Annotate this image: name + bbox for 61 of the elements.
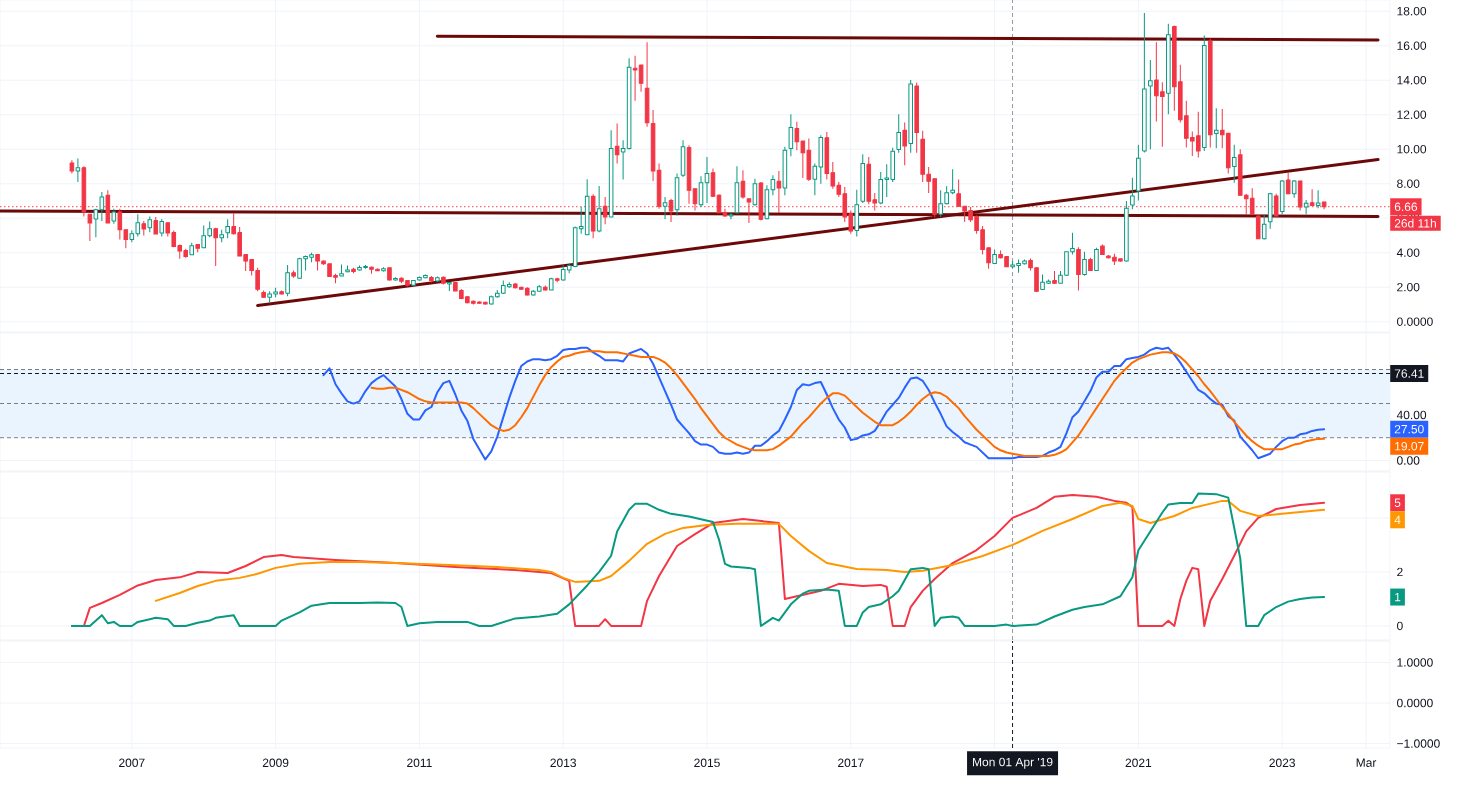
x-tick-label: 2015 bbox=[694, 758, 720, 768]
text: 4 bbox=[1394, 515, 1401, 524]
text: 26d 11h bbox=[1394, 218, 1436, 228]
candlestick bbox=[902, 121, 907, 166]
y-tick-label: 0.0000 bbox=[1397, 317, 1433, 326]
text: 27.50 bbox=[1394, 424, 1424, 434]
y-tick-label: 4.00 bbox=[1396, 248, 1420, 257]
text: 1 bbox=[1395, 592, 1401, 602]
x-tick-label: 2021 bbox=[1125, 758, 1152, 768]
candlestick bbox=[1213, 107, 1219, 149]
x-tick-label: 2023 bbox=[1269, 758, 1295, 768]
candlestick bbox=[213, 227, 218, 267]
candlestick bbox=[1034, 266, 1039, 293]
candlestick bbox=[117, 208, 123, 240]
candlestick bbox=[728, 211, 734, 220]
ref-line-label: 76.41 bbox=[1394, 369, 1424, 378]
candlestick bbox=[1315, 189, 1321, 209]
x-tick-label: 2007 bbox=[119, 758, 145, 768]
candlestick bbox=[1130, 177, 1135, 210]
y-tick-label: 10.00 bbox=[1397, 144, 1427, 154]
candlestick bbox=[788, 113, 794, 157]
y-tick-label: 18.00 bbox=[1397, 6, 1427, 16]
x-tick-label: 2009 bbox=[262, 758, 289, 768]
y-tick-label: 0.0000 bbox=[1397, 698, 1433, 708]
x-tick-label: 2013 bbox=[550, 758, 577, 768]
candlestick bbox=[740, 169, 746, 200]
y-tick-label: 0.00 bbox=[1397, 456, 1420, 465]
candlestick bbox=[1303, 199, 1309, 215]
y-tick-label: 14.00 bbox=[1397, 75, 1427, 85]
y-tick-label: 1.0000 bbox=[1397, 658, 1433, 667]
candlestick bbox=[123, 229, 129, 249]
y-tick-label: 8.00 bbox=[1397, 179, 1420, 188]
text: 19.07 bbox=[1395, 441, 1424, 451]
x-tick-label: 2017 bbox=[838, 758, 864, 768]
candlestick bbox=[1148, 59, 1153, 150]
y-tick-label: 40.00 bbox=[1396, 410, 1427, 420]
ref-line-label: 6.66 bbox=[1394, 202, 1418, 212]
y-tick-label: 0 bbox=[1397, 621, 1403, 631]
candlestick bbox=[1255, 215, 1261, 240]
text: 5 bbox=[1394, 498, 1401, 507]
candlestick bbox=[662, 196, 668, 220]
candlestick bbox=[87, 213, 93, 242]
candlestick bbox=[285, 264, 290, 297]
y-tick-label: 2 bbox=[1397, 567, 1403, 577]
candlestick bbox=[1082, 251, 1087, 277]
candlestick bbox=[1231, 144, 1237, 184]
y-tick-label: 16.00 bbox=[1397, 41, 1427, 50]
x-tick-label: 2011 bbox=[407, 758, 432, 768]
candlestick bbox=[752, 178, 758, 206]
y-tick-label: 2.00 bbox=[1397, 282, 1420, 292]
y-tick-label: 12.00 bbox=[1397, 110, 1427, 119]
x-tick-label: Mar bbox=[1356, 758, 1377, 767]
line-series bbox=[154, 499, 1326, 602]
y-tick-label: −1.0000 bbox=[1397, 739, 1440, 748]
ref-line-label: Mon 01 Apr '19 bbox=[973, 757, 1053, 769]
candlestick bbox=[596, 185, 602, 233]
candlestick bbox=[1261, 213, 1267, 240]
candlestick bbox=[614, 122, 620, 164]
candlestick bbox=[75, 157, 81, 183]
candlestick bbox=[225, 218, 230, 239]
candlestick bbox=[896, 113, 902, 154]
